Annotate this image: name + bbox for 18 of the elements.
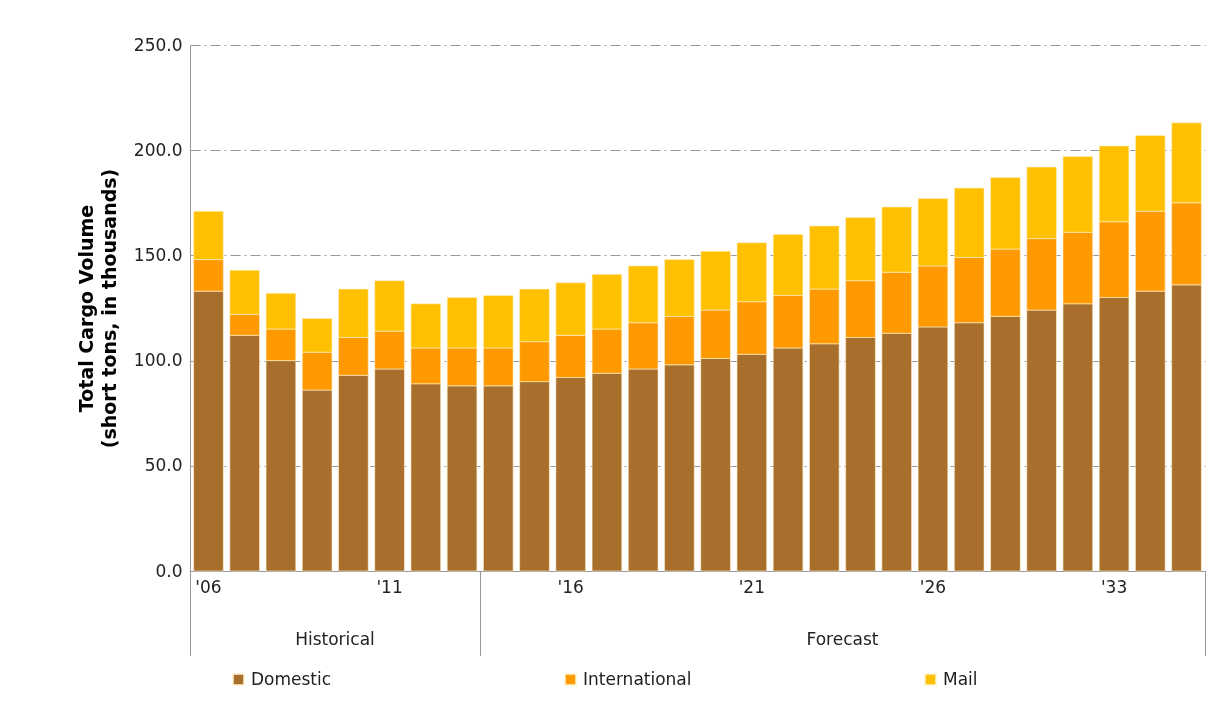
x-tick-label: '33	[1100, 576, 1128, 597]
text: Forecast	[806, 629, 879, 649]
y-tick-label: 50.0	[144, 455, 183, 476]
legend-label: International	[583, 668, 692, 689]
legend-label: Domestic	[251, 668, 332, 689]
y-tick-label: 150.0	[133, 244, 183, 265]
y-tick-label: 250.0	[133, 34, 183, 55]
y-tick-label: 100.0	[133, 350, 183, 371]
x-tick-label: '11	[376, 576, 403, 597]
x-tick-label: '06	[195, 576, 222, 597]
x-tick-label: '21	[738, 576, 765, 597]
y-tick-label: 200.0	[133, 139, 183, 160]
text: Historical	[295, 629, 375, 649]
x-tick-label: '16	[557, 576, 584, 597]
y-tick-label: 0.0	[155, 560, 183, 581]
x-tick-label: '26	[919, 576, 947, 597]
y-axis-title: Total Cargo Volume (short tons, in thousands)	[74, 168, 120, 449]
legend-label: Mail	[943, 668, 978, 689]
